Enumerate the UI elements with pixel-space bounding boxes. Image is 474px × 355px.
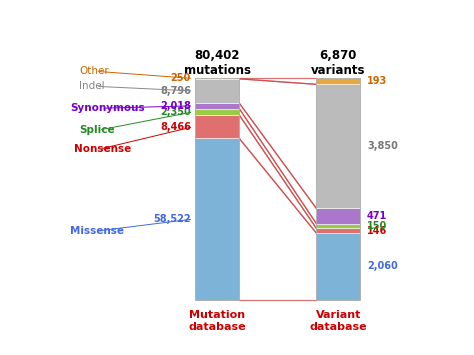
Text: Other: Other	[80, 66, 109, 76]
Text: Indel: Indel	[80, 81, 105, 91]
Text: 8,466: 8,466	[160, 122, 191, 132]
Bar	[195, 138, 239, 300]
Bar	[195, 78, 239, 300]
Bar	[316, 233, 360, 300]
Bar	[316, 224, 360, 229]
Text: 3,850: 3,850	[367, 141, 398, 151]
Bar	[195, 78, 239, 79]
Text: Variant
database: Variant database	[310, 311, 367, 332]
Bar	[316, 208, 360, 224]
Text: 58,522: 58,522	[153, 214, 191, 224]
Bar	[195, 109, 239, 115]
Text: 2,018: 2,018	[160, 101, 191, 111]
Text: Synonymous: Synonymous	[70, 103, 145, 113]
Text: Mutation
database: Mutation database	[188, 311, 246, 332]
Text: Nonsense: Nonsense	[74, 144, 131, 154]
Text: 471: 471	[367, 211, 387, 221]
Bar	[316, 84, 360, 208]
Bar	[195, 115, 239, 138]
Bar	[316, 78, 360, 300]
Text: 193: 193	[367, 76, 387, 86]
Bar	[195, 79, 239, 103]
Text: Missense: Missense	[70, 226, 124, 236]
Bar	[316, 229, 360, 233]
Text: 2,350: 2,350	[160, 107, 191, 117]
Bar	[195, 103, 239, 109]
Text: Splice: Splice	[80, 125, 115, 135]
Bar	[316, 78, 360, 84]
Text: 150: 150	[367, 221, 387, 231]
Text: 146: 146	[367, 226, 387, 236]
Text: 6,870
variants: 6,870 variants	[311, 49, 365, 77]
Text: 2,060: 2,060	[367, 261, 398, 271]
Text: 8,796: 8,796	[160, 86, 191, 96]
Text: 80,402
mutations: 80,402 mutations	[184, 49, 251, 77]
Text: 250: 250	[171, 73, 191, 83]
